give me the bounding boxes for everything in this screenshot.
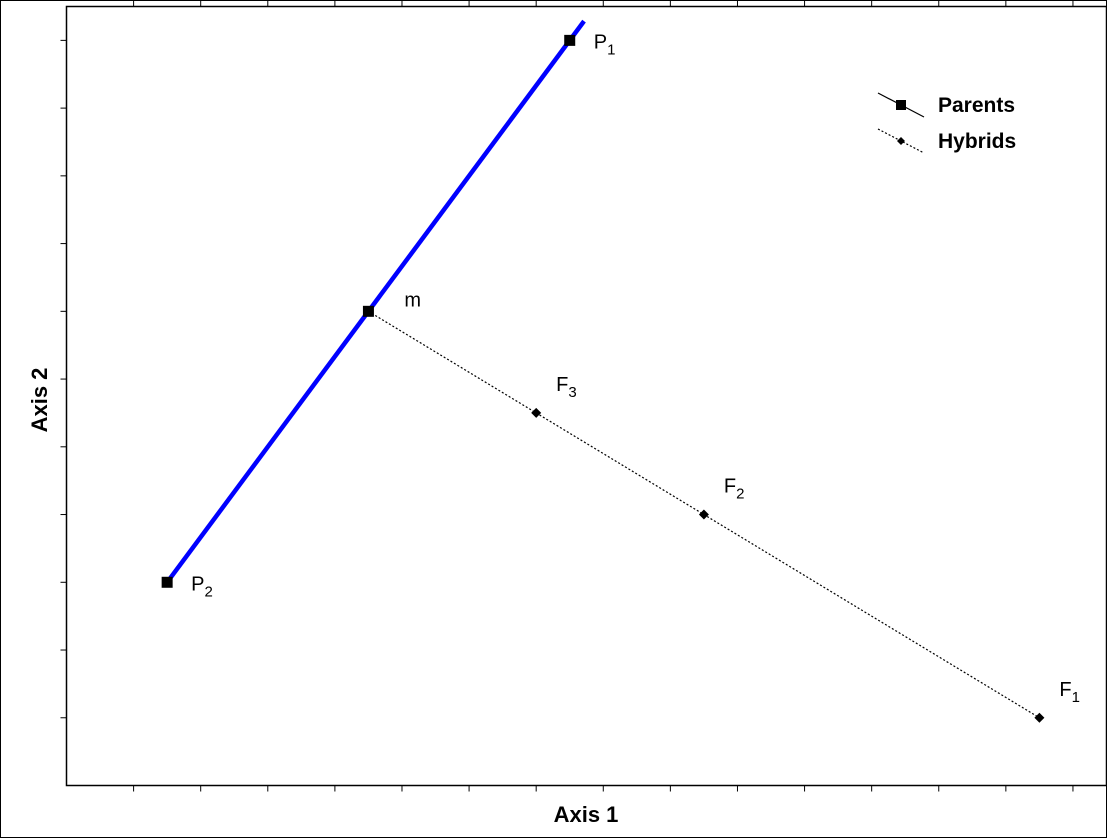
point-label: F1 <box>1059 679 1080 706</box>
parent-marker <box>362 305 374 317</box>
legend: Parents Hybrids <box>877 92 1016 154</box>
legend-label: Hybrids <box>938 130 1016 153</box>
point-labels: P1 m P2 F3 F2 F1 <box>191 31 1080 705</box>
point-label: m <box>404 289 421 311</box>
legend-diamond-marker <box>897 137 905 145</box>
parents-line <box>165 19 586 584</box>
series-markers <box>161 34 1045 723</box>
hybrid-marker <box>698 509 709 520</box>
legend-square-marker <box>896 100 906 110</box>
x-axis-title: Axis 1 <box>554 802 619 827</box>
point-label: F3 <box>556 374 577 401</box>
parent-marker <box>161 576 173 588</box>
hybrids-line <box>368 310 1040 719</box>
point-label: P1 <box>594 31 616 58</box>
axis-ticks <box>60 0 1107 792</box>
series-lines <box>165 19 1040 719</box>
hybrid-marker <box>1034 712 1045 723</box>
parent-marker <box>564 34 576 46</box>
hybrid-marker <box>531 407 542 418</box>
legend-label: Parents <box>938 94 1015 117</box>
y-axis-title: Axis 2 <box>27 368 52 433</box>
point-label: P2 <box>191 573 213 600</box>
point-label: F2 <box>724 476 745 503</box>
